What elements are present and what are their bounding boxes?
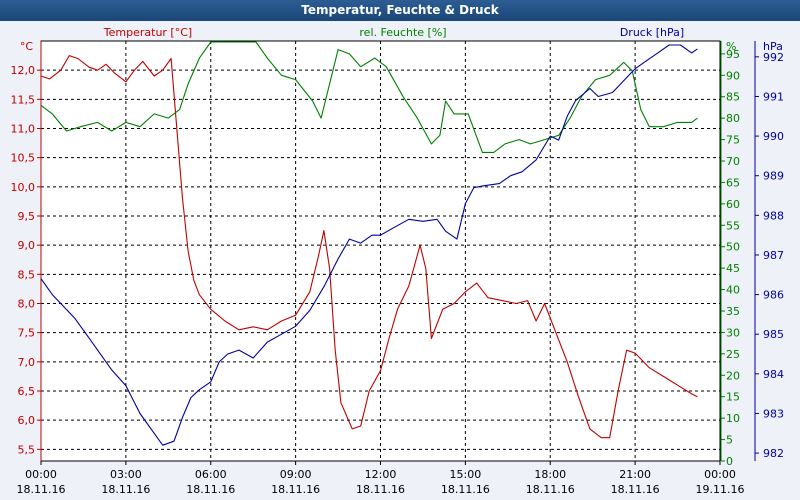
pressure-tick-label: 992: [763, 51, 784, 64]
humidity-tick-label: 35: [726, 305, 740, 318]
temperature-tick-label: 8,0: [18, 298, 36, 311]
pressure-tick-label: 983: [763, 407, 784, 420]
x-tick-date-label: 18.11.16: [101, 483, 150, 496]
x-tick-date-label: 18.11.16: [17, 483, 66, 496]
humidity-tick-label: 15: [726, 391, 740, 404]
grid-lines: [41, 41, 720, 461]
temperature-tick-label: 9,5: [18, 210, 36, 223]
tick-labels: 5,5 6,0 6,5 7,0 7,5 8,0 8,5 9,0 9,5 10,0 10,5 11,0 1…: [11, 26, 785, 496]
temperature-tick-label: 10,5: [11, 152, 36, 165]
humidity-tick-label: 25: [726, 348, 740, 361]
humidity-tick-label: 85: [726, 91, 740, 104]
temperature-tick-label: 12,0: [11, 64, 36, 77]
pressure-axis-title: Druck [hPa]: [620, 26, 684, 39]
temperature-tick-label: 6,5: [18, 385, 36, 398]
x-tick-date-label: 18.11.16: [186, 483, 235, 496]
x-tick-time-label: 03:00: [110, 468, 142, 481]
x-tick-date-label: 18.11.16: [271, 483, 320, 496]
pressure-tick-label: 985: [763, 328, 784, 341]
series-lines: [40, 41, 698, 446]
x-tick-date-label: 18.11.16: [611, 483, 660, 496]
temperature-tick-label: 7,5: [18, 327, 36, 340]
x-tick-time-label: 00:00: [704, 468, 736, 481]
humidity-tick-label: 65: [726, 176, 740, 189]
humidity-unit: %: [726, 40, 736, 53]
x-tick-time-label: 09:00: [280, 468, 312, 481]
temperature-tick-label: 7,0: [18, 356, 36, 369]
humidity-tick-label: 55: [726, 219, 740, 232]
humidity-tick-label: 5: [726, 434, 733, 447]
humidity-tick-label: 30: [726, 326, 740, 339]
humidity-tick-label: 40: [726, 284, 740, 297]
humidity-tick-label: 0: [726, 455, 733, 468]
x-tick-date-label: 18.11.16: [356, 483, 405, 496]
temperature-tick-label: 8,5: [18, 268, 36, 281]
humidity-tick-label: 20: [726, 369, 740, 382]
humidity-series-line: [40, 41, 698, 153]
temperature-tick-label: 5,5: [18, 443, 36, 456]
x-tick-time-label: 12:00: [365, 468, 397, 481]
pressure-tick-label: 989: [763, 170, 784, 183]
humidity-tick-label: 90: [726, 69, 740, 82]
pressure-tick-label: 987: [763, 249, 784, 262]
humidity-tick-label: 10: [726, 412, 740, 425]
x-tick-time-label: 00:00: [25, 468, 57, 481]
temperature-tick-label: 9,0: [18, 239, 36, 252]
temperature-tick-label: 11,0: [11, 123, 36, 136]
x-tick-date-label: 18.11.16: [526, 483, 575, 496]
humidity-tick-label: 70: [726, 155, 740, 168]
x-tick-date-label: 18.11.16: [441, 483, 490, 496]
pressure-series-line: [40, 44, 698, 446]
temperature-tick-label: 11,5: [11, 93, 36, 106]
pressure-tick-label: 990: [763, 130, 784, 143]
temperature-unit: °C: [20, 40, 34, 53]
pressure-tick-label: 984: [763, 368, 784, 381]
pressure-tick-label: 986: [763, 289, 784, 302]
pressure-tick-label: 982: [763, 447, 784, 460]
pressure-unit: hPa: [763, 40, 783, 53]
humidity-tick-label: 75: [726, 134, 740, 147]
pressure-tick-label: 991: [763, 90, 784, 103]
humidity-tick-label: 60: [726, 198, 740, 211]
humidity-axis-title: rel. Feuchte [%]: [359, 26, 446, 39]
x-tick-time-label: 21:00: [619, 468, 651, 481]
humidity-tick-label: 80: [726, 112, 740, 125]
humidity-tick-label: 45: [726, 262, 740, 275]
x-tick-time-label: 06:00: [195, 468, 227, 481]
pressure-tick-label: 988: [763, 209, 784, 222]
x-tick-date-label: 19.11.16: [696, 483, 745, 496]
temperature-tick-label: 10,0: [11, 181, 36, 194]
x-tick-time-label: 18:00: [534, 468, 566, 481]
temperature-series-line: [40, 55, 698, 439]
temperature-axis-title: Temperatur [°C]: [103, 26, 192, 39]
temperature-tick-label: 6,0: [18, 414, 36, 427]
humidity-tick-label: 50: [726, 241, 740, 254]
x-tick-time-label: 15:00: [450, 468, 482, 481]
axes: [37, 40, 759, 465]
chart-plot: 5,5 6,0 6,5 7,0 7,5 8,0 8,5 9,0 9,5 10,0 10,5 11,0 1…: [11, 26, 785, 496]
humidity-tick-label: 95: [726, 48, 740, 61]
chart-title: Temperatur, Feuchte & Druck: [0, 0, 800, 21]
